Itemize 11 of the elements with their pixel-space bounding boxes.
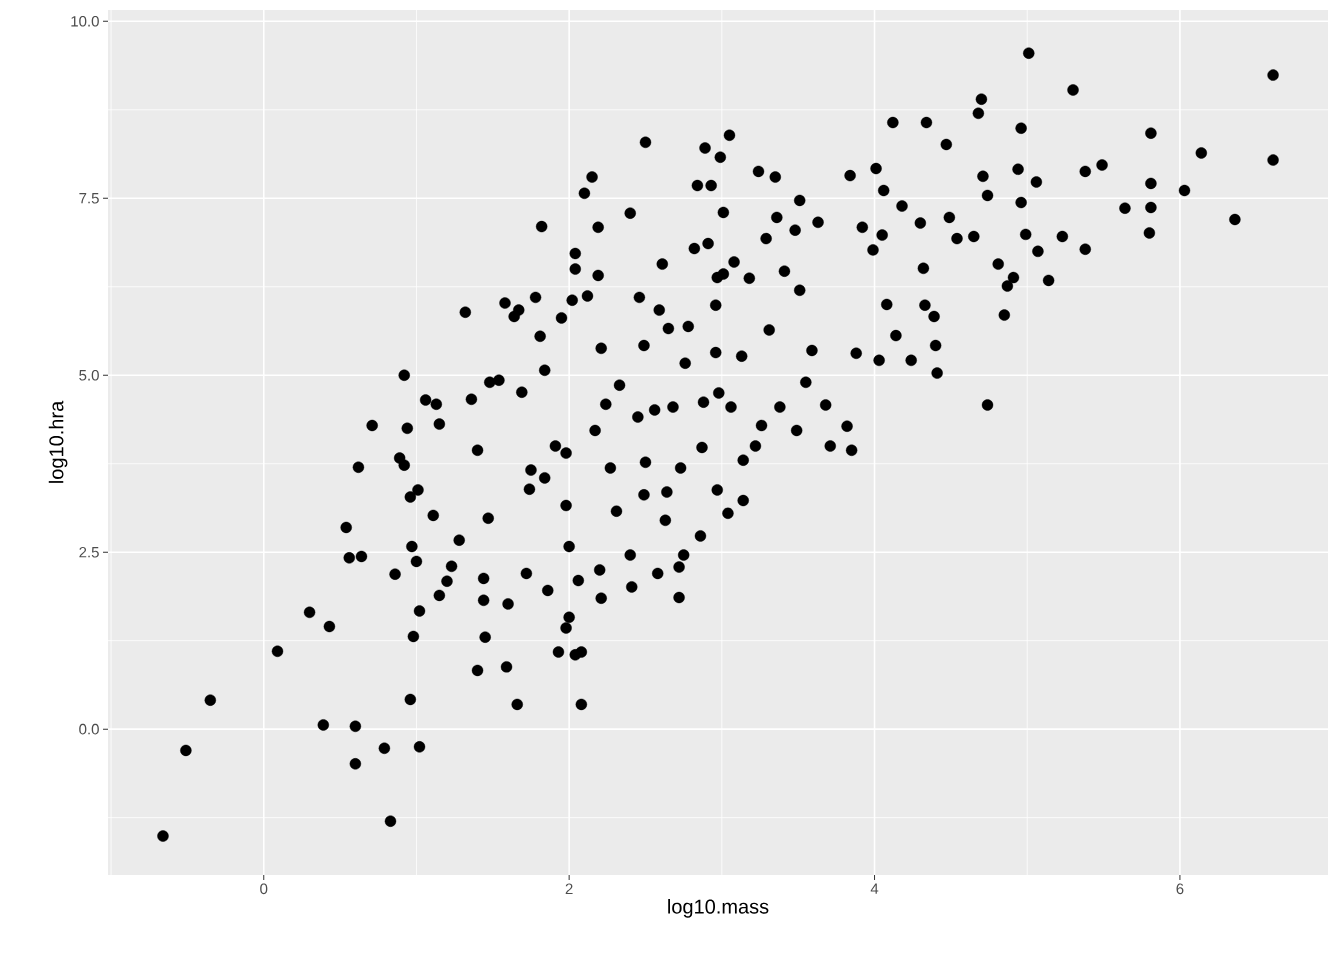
x-tick-label: 6 xyxy=(1176,883,1184,895)
y-tick-label: 10.0 xyxy=(71,16,99,27)
y-tick-label: 0.0 xyxy=(79,723,99,735)
y-axis-title: log10.hra xyxy=(48,400,68,483)
y-tick-label: 5.0 xyxy=(79,369,99,381)
x-tick-label: 0 xyxy=(260,883,268,895)
x-tick-label: 2 xyxy=(565,883,573,894)
y-tick-label: 7.5 xyxy=(79,193,99,204)
x-tick-label: 4 xyxy=(870,883,879,894)
x-axis-title: log10.mass xyxy=(668,899,769,918)
y-tick-label: 2.5 xyxy=(79,546,99,558)
